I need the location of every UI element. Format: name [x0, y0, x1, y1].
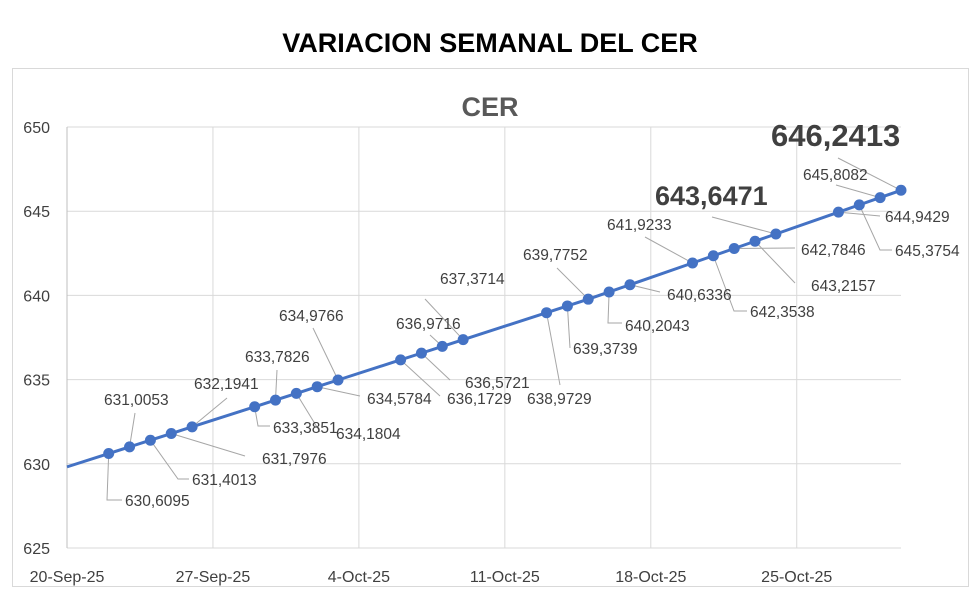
data-label: 641,9233: [607, 217, 672, 234]
chart-title: CER: [461, 92, 518, 122]
data-label: 643,6471: [655, 181, 768, 211]
data-label: 634,9766: [279, 308, 344, 325]
data-point: [687, 257, 698, 269]
leader-line: [295, 393, 321, 433]
data-point: [624, 279, 636, 291]
data-label: 645,3754: [895, 243, 960, 260]
data-label: 634,1804: [336, 426, 401, 443]
data-point: [290, 387, 302, 399]
leader-line: [566, 305, 571, 349]
data-label: 640,6336: [667, 287, 732, 304]
y-tick-label: 635: [23, 373, 50, 390]
data-point: [832, 206, 844, 218]
data-point: [165, 428, 177, 440]
leader-line: [838, 211, 881, 217]
data-point: [895, 184, 907, 196]
data-label: 646,2413: [771, 118, 900, 153]
leader-line: [312, 327, 339, 381]
data-point: [770, 228, 782, 240]
data-label: 640,2043: [625, 318, 690, 335]
leader-line: [556, 267, 589, 300]
data-label: 631,4013: [192, 472, 257, 489]
data-point: [395, 354, 407, 366]
data-label: 639,3739: [573, 341, 638, 358]
data-label: 639,7752: [523, 247, 588, 264]
data-label: 631,0053: [104, 392, 169, 409]
leader-line: [191, 397, 228, 428]
data-point: [103, 448, 115, 460]
y-tick-label: 625: [23, 541, 50, 558]
leader-line: [711, 216, 777, 235]
leader-line: [734, 247, 796, 250]
data-label: 645,8082: [803, 167, 868, 184]
data-point: [249, 401, 261, 413]
leader-line: [424, 298, 464, 341]
data-point: [561, 300, 573, 312]
y-tick-label: 645: [23, 204, 50, 221]
data-label: 633,7826: [245, 349, 310, 366]
leader-line: [754, 240, 796, 284]
data-point: [457, 334, 469, 346]
x-tick-label: 25-Oct-25: [761, 569, 832, 586]
y-tick-label: 650: [23, 120, 50, 137]
x-tick-label: 20-Sep-25: [30, 569, 105, 586]
data-point: [582, 293, 594, 305]
data-label: 637,3714: [440, 271, 505, 288]
data-point: [124, 441, 136, 453]
x-tick-label: 4-Oct-25: [328, 569, 390, 586]
leader-line: [129, 412, 136, 447]
data-label: 643,2157: [811, 278, 876, 295]
leader-line: [254, 406, 270, 427]
data-label: 642,7846: [801, 242, 866, 259]
data-point: [541, 307, 553, 319]
data-label: 642,3538: [750, 304, 815, 321]
data-label: 636,5721: [465, 375, 530, 392]
leader-line: [837, 157, 902, 191]
leader-line: [607, 291, 622, 324]
leader-line: [835, 184, 881, 199]
data-label: 636,1729: [447, 391, 512, 408]
leader-line: [858, 204, 892, 251]
data-point: [874, 192, 886, 204]
data-point: [415, 347, 427, 359]
x-tick-label: 11-Oct-25: [470, 569, 540, 586]
leader-line: [171, 433, 246, 457]
data-label: 630,6095: [125, 493, 190, 510]
y-tick-label: 640: [23, 288, 50, 305]
data-label: 632,1941: [194, 376, 259, 393]
data-label: 631,7976: [262, 451, 327, 468]
data-point: [728, 243, 740, 255]
leader-line: [644, 236, 693, 264]
data-point: [707, 250, 719, 262]
leader-line: [400, 359, 441, 397]
data-point: [311, 381, 323, 393]
data-point: [853, 199, 865, 211]
leader-line: [546, 312, 561, 386]
chart-frame: [12, 68, 969, 587]
data-label: 633,3851: [273, 420, 338, 437]
x-tick-label: 18-Oct-25: [615, 569, 686, 586]
leader-line: [317, 386, 361, 397]
data-label: 644,9429: [885, 209, 950, 226]
x-tick-label: 27-Sep-25: [176, 569, 251, 586]
leader-line: [712, 255, 747, 312]
page-title: VARIACION SEMANAL DEL CER: [282, 28, 698, 58]
leader-line: [106, 453, 122, 501]
data-point: [749, 235, 761, 247]
data-label: 636,9716: [396, 316, 461, 333]
data-point: [332, 374, 344, 386]
data-point: [436, 340, 448, 352]
data-point: [603, 286, 615, 298]
data-label: 638,9729: [527, 391, 592, 408]
data-point: [144, 434, 156, 446]
data-label: 634,5784: [367, 391, 432, 408]
leader-line: [421, 352, 451, 381]
data-point: [270, 394, 281, 406]
y-tick-label: 630: [23, 457, 50, 474]
data-point: [186, 421, 198, 433]
leader-line: [149, 439, 189, 480]
